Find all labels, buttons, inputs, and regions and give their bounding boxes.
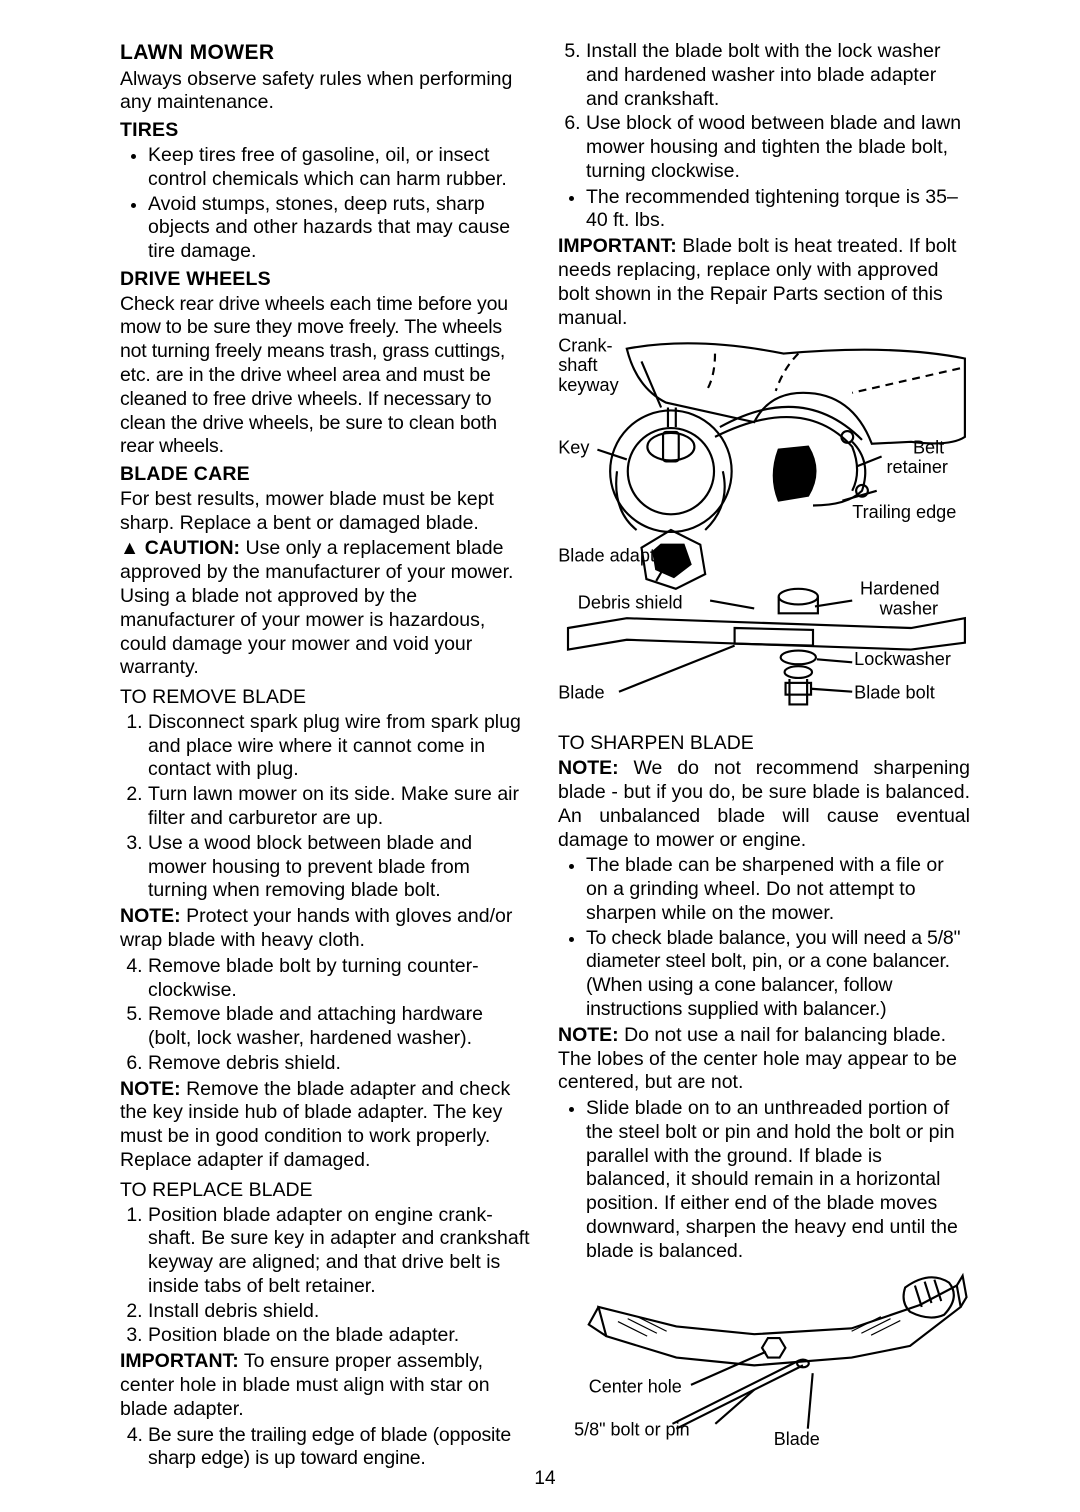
left-column: LAWN MOWER Always observe safety rules w… bbox=[120, 40, 530, 1473]
torque-list: The recommended tightening torque is 35–… bbox=[558, 186, 970, 234]
note-text: Do not use a nail for balancing blade. T… bbox=[558, 1024, 957, 1094]
replace-blade-list-b: Be sure the trailing edge of blade (oppo… bbox=[120, 1424, 530, 1472]
sharpen-list: The blade can be sharpened with a file o… bbox=[558, 854, 970, 1021]
note-label: NOTE: bbox=[120, 905, 181, 927]
important-label: IMPORTANT: bbox=[120, 1350, 239, 1372]
list-item: Avoid stumps, stones, deep ruts, sharp o… bbox=[148, 193, 530, 264]
label-crankshaft2: shaft bbox=[558, 356, 597, 376]
list-item: Disconnect spark plug wire from spark pl… bbox=[148, 711, 530, 782]
label-blade: Blade bbox=[558, 683, 604, 703]
label-center-hole: Center hole bbox=[589, 1376, 682, 1396]
label-adapter: Blade adapter bbox=[558, 546, 671, 566]
label-hard1: Hardened bbox=[860, 579, 940, 599]
list-item: Install debris shield. bbox=[148, 1300, 530, 1324]
important-paragraph: IMPORTANT: To ensure proper assembly, ce… bbox=[120, 1350, 530, 1421]
list-item: The recommended tightening torque is 35–… bbox=[586, 186, 970, 234]
blade-balance-diagram: Center hole 5/8" bolt or pin Blade bbox=[558, 1268, 970, 1453]
label-trailing: Trailing edge bbox=[852, 503, 956, 523]
warning-icon: ▲ bbox=[120, 537, 139, 559]
note-paragraph: NOTE: We do not recommend sharpening bla… bbox=[558, 757, 970, 852]
list-item: Remove blade bolt by turning counter­clo… bbox=[148, 955, 530, 1003]
heading-sharpen-blade: TO SHARPEN BLADE bbox=[558, 732, 970, 756]
remove-blade-list-a: Disconnect spark plug wire from spark pl… bbox=[120, 711, 530, 903]
label-debris: Debris shield bbox=[578, 593, 683, 613]
blade-assembly-diagram: Crank- shaft keyway Key Belt retainer Tr… bbox=[558, 334, 970, 726]
list-item: Use a wood block between blade and mower… bbox=[148, 832, 530, 903]
replace-blade-list-c: Install the blade bolt with the lock was… bbox=[558, 40, 970, 184]
caution-paragraph: ▲ CAUTION: Use only a replacement blade … bbox=[120, 537, 530, 680]
important-paragraph: IMPORTANT: Blade bolt is heat treated. I… bbox=[558, 235, 970, 330]
two-column-layout: LAWN MOWER Always observe safety rules w… bbox=[120, 40, 970, 1473]
label-hard2: washer bbox=[879, 599, 938, 619]
list-item: Remove debris shield. bbox=[148, 1052, 530, 1076]
heading-tires: TIRES bbox=[120, 119, 530, 143]
list-item: Turn lawn mower on its side. Make sure a… bbox=[148, 783, 530, 831]
intro-text: Always observe safety rules when per­for… bbox=[120, 68, 530, 116]
balance-list: Slide blade on to an unthreaded portion … bbox=[558, 1097, 970, 1263]
label-bolt-pin: 5/8" bolt or pin bbox=[574, 1419, 689, 1439]
tires-list: Keep tires free of gasoline, oil, or ins… bbox=[120, 144, 530, 264]
heading-main: LAWN MOWER bbox=[120, 40, 530, 66]
heading-drive-wheels: DRIVE WHEELS bbox=[120, 268, 530, 292]
note-paragraph: NOTE: Do not use a nail for balancing bl… bbox=[558, 1024, 970, 1095]
list-item: To check blade balance, you will need a … bbox=[586, 927, 970, 1022]
blade-care-intro: For best results, mower blade must be ke… bbox=[120, 488, 530, 536]
label-crankshaft3: keyway bbox=[558, 375, 619, 395]
list-item: Install the blade bolt with the lock was… bbox=[586, 40, 970, 111]
heading-replace-blade: TO REPLACE BLADE bbox=[120, 1179, 530, 1203]
list-item: Be sure the trailing edge of blade (oppo… bbox=[148, 1424, 530, 1472]
list-item: Position blade adapter on engine crank­s… bbox=[148, 1204, 530, 1299]
note-label: NOTE: bbox=[558, 757, 619, 779]
caution-label: CAUTION: bbox=[145, 537, 240, 559]
label-bolt: Blade bolt bbox=[854, 683, 935, 703]
note-label: NOTE: bbox=[558, 1024, 619, 1046]
list-item: The blade can be sharpened with a file o… bbox=[586, 854, 970, 925]
note-paragraph: NOTE: Protect your hands with gloves and… bbox=[120, 905, 530, 953]
note-paragraph: NOTE: Remove the blade adapter and check… bbox=[120, 1078, 530, 1173]
label-belt1: Belt bbox=[913, 438, 944, 458]
label-lock: Lockwasher bbox=[854, 650, 951, 670]
note-label: NOTE: bbox=[120, 1078, 181, 1100]
list-item: Keep tires free of gasoline, oil, or ins… bbox=[148, 144, 530, 192]
right-column: Install the blade bolt with the lock was… bbox=[558, 40, 970, 1473]
important-label: IMPORTANT: bbox=[558, 235, 677, 257]
replace-blade-list-a: Position blade adapter on engine crank­s… bbox=[120, 1204, 530, 1349]
list-item: Position blade on the blade adapter. bbox=[148, 1324, 530, 1348]
label-crankshaft1: Crank- bbox=[558, 336, 612, 356]
list-item: Remove blade and attaching hardware (bol… bbox=[148, 1003, 530, 1051]
remove-blade-list-b: Remove blade bolt by turning counter­clo… bbox=[120, 955, 530, 1076]
heading-blade-care: BLADE CARE bbox=[120, 463, 530, 487]
note-text: We do not recommend sharpening blade - b… bbox=[558, 757, 970, 850]
label-blade2: Blade bbox=[774, 1429, 820, 1449]
list-item: Use block of wood between blade and lawn… bbox=[586, 112, 970, 183]
label-belt2: retainer bbox=[887, 458, 948, 478]
label-key: Key bbox=[558, 438, 590, 458]
heading-remove-blade: TO REMOVE BLADE bbox=[120, 686, 530, 710]
list-item: Slide blade on to an unthreaded portion … bbox=[586, 1097, 970, 1263]
drive-wheels-text: Check rear drive wheels each time before… bbox=[120, 293, 530, 459]
